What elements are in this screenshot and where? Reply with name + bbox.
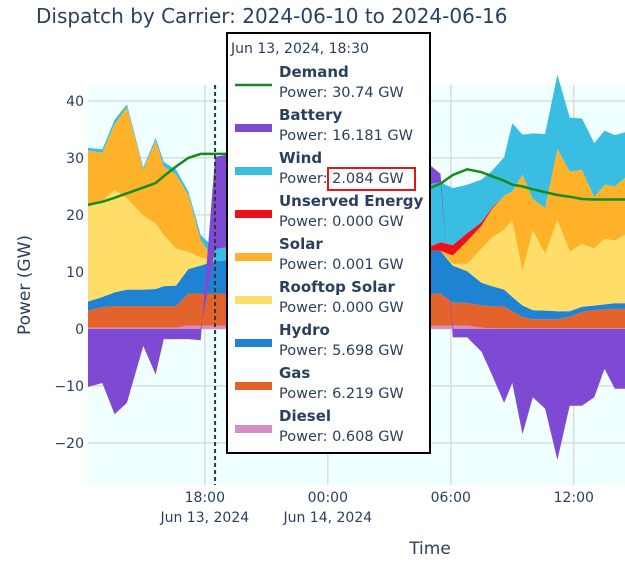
- tooltip-item-value: Power: 0.608 GW: [279, 429, 404, 445]
- y-tick-label: 0: [75, 322, 84, 338]
- hover-tooltip: Jun 13, 2024, 18:30 Demand Power: 30.74 GW…: [226, 32, 431, 454]
- x-tick-date-label: Jun 13, 2024: [159, 510, 249, 526]
- legend-swatch-icon: [235, 339, 272, 347]
- highlight-box: [327, 167, 416, 191]
- tooltip-item-value: Power: 0.000 GW: [279, 214, 404, 230]
- area-solar: [88, 107, 625, 272]
- tooltip-item-name: Diesel: [279, 407, 331, 425]
- tooltip-item-value: Power: 16.181 GW: [279, 128, 413, 144]
- tooltip-item-name: Solar: [279, 235, 323, 253]
- tooltip-item-name: Demand: [279, 63, 349, 81]
- y-tick-label: 20: [66, 208, 84, 224]
- tooltip-item-name: Unserved Energy: [279, 192, 424, 210]
- tooltip-item-value: Power: 30.74 GW: [279, 85, 404, 101]
- tooltip-item-name: Gas: [279, 364, 310, 382]
- tooltip-item-value: Power: 6.219 GW: [279, 386, 404, 402]
- y-tick-label: −20: [54, 436, 84, 452]
- legend-swatch-icon: [235, 124, 272, 132]
- y-tick-label: 10: [66, 265, 84, 281]
- tooltip-item-name: Hydro: [279, 321, 330, 339]
- tooltip-item-name: Rooftop Solar: [279, 278, 395, 296]
- y-axis-ticks: −20 −10 0 10 20 30 40: [54, 94, 84, 452]
- legend-swatch-icon: [235, 425, 272, 433]
- tooltip-item-value: Power: 0.001 GW: [279, 257, 404, 273]
- x-axis-title: Time: [408, 539, 451, 559]
- y-tick-label: 40: [66, 94, 84, 110]
- area-battery: [88, 142, 625, 460]
- tooltip-item-value: Power: 0.000 GW: [279, 300, 404, 316]
- tooltip-item-value: Power: 2.084 GW: [279, 171, 404, 187]
- legend-swatch-icon: [235, 167, 272, 175]
- legend-swatch-icon: [235, 210, 272, 218]
- legend-swatch-icon: [235, 296, 272, 304]
- x-axis-ticks: 18:00 Jun 13, 2024 00:00 Jun 14, 2024 06:00 1…: [159, 490, 593, 526]
- x-tick-label: 12:00: [554, 490, 594, 506]
- tooltip-header: Jun 13, 2024, 18:30: [230, 41, 369, 57]
- x-tick-label: 00:00: [308, 490, 348, 506]
- x-tick-label: 18:00: [185, 490, 225, 506]
- tooltip-item-value: Power: 5.698 GW: [279, 343, 404, 359]
- y-axis-title: Power (GW): [15, 235, 35, 335]
- tooltip-item-name: Battery: [279, 106, 342, 124]
- legend-swatch-icon: [235, 253, 272, 261]
- x-tick-label: 06:00: [431, 490, 471, 506]
- chart-title: Dispatch by Carrier: 2024-06-10 to 2024-…: [36, 4, 507, 28]
- y-tick-label: −10: [54, 379, 84, 395]
- legend-swatch-icon: [235, 382, 272, 390]
- area-rooftop-solar: [88, 189, 625, 312]
- x-tick-date-label: Jun 14, 2024: [282, 510, 372, 526]
- y-tick-label: 30: [66, 151, 84, 167]
- tooltip-item-name: Wind: [279, 149, 322, 167]
